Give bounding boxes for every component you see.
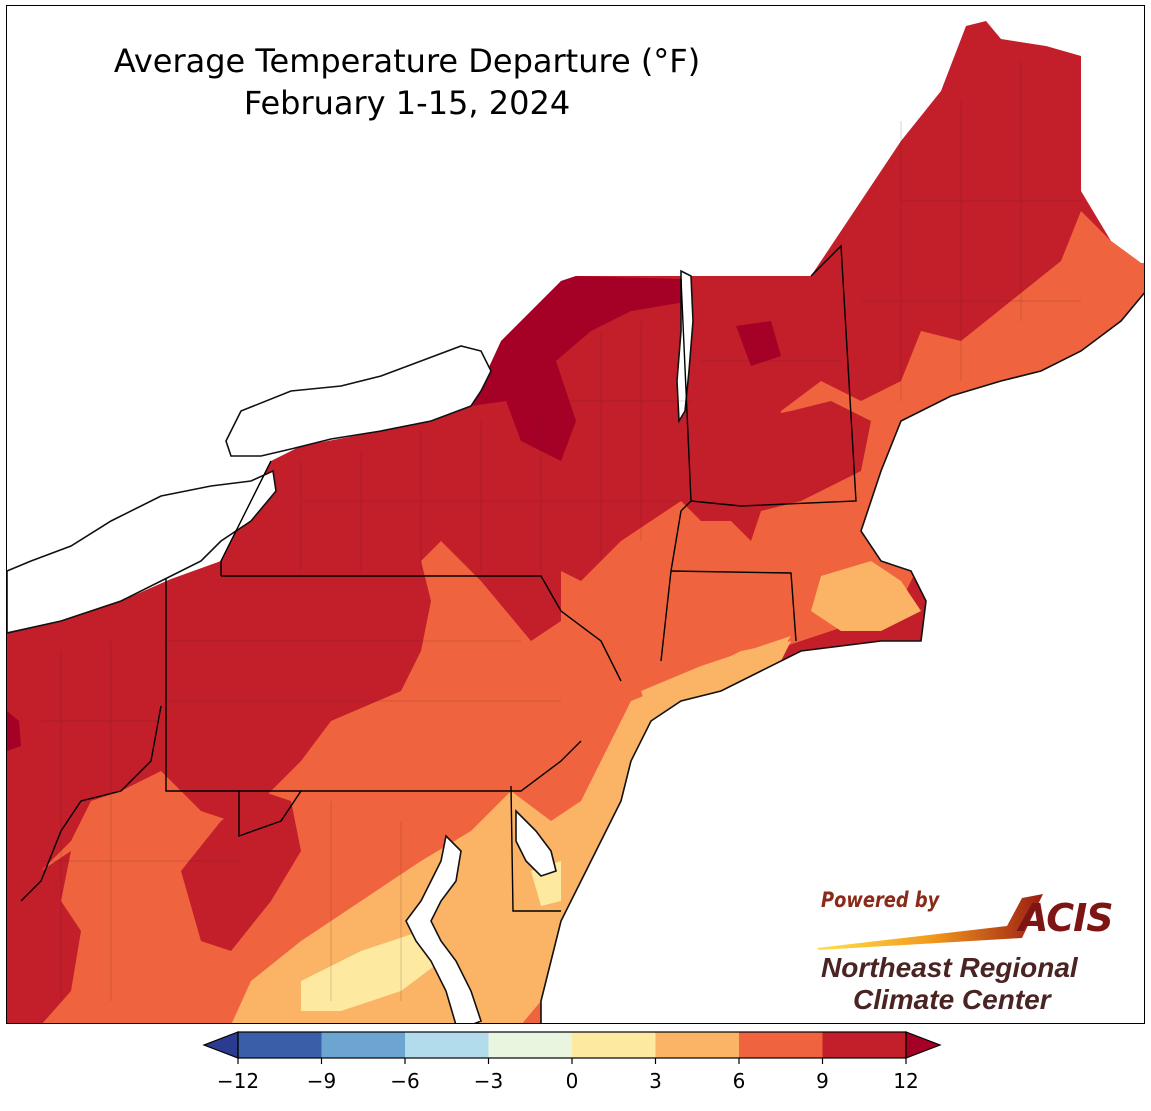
map-title: Average Temperature Departure (°F) Febru… bbox=[7, 40, 807, 124]
org-name-line-2: Climate Center bbox=[853, 984, 1051, 1015]
title-line-1: Average Temperature Departure (°F) bbox=[113, 42, 701, 80]
legend-under-arrow bbox=[202, 1031, 239, 1059]
land-region-9-12-wv bbox=[181, 791, 301, 951]
land-region-3-6-ma bbox=[811, 561, 921, 631]
legend-bin-0 bbox=[238, 1032, 322, 1058]
legend-bin-2 bbox=[405, 1032, 489, 1058]
legend-tick-label: −3 bbox=[474, 1069, 503, 1093]
temperature-map bbox=[7, 21, 1144, 1023]
legend-bin-7 bbox=[822, 1032, 906, 1058]
acis-swoosh-graphic bbox=[817, 894, 1043, 950]
legend-bin-5 bbox=[655, 1032, 739, 1058]
acis-credit-logo: Powered by ACIS Northeast Regional Clima… bbox=[807, 886, 1137, 1016]
land-region-over12-c bbox=[7, 711, 21, 751]
long-island bbox=[641, 636, 791, 706]
delaware-bay bbox=[515, 809, 557, 877]
legend-bin-6 bbox=[739, 1032, 823, 1058]
legend-tick-label: −6 bbox=[390, 1069, 419, 1093]
county-borders bbox=[41, 61, 1081, 1001]
acis-logo-text: ACIS bbox=[1019, 896, 1114, 940]
state-borders bbox=[20, 244, 857, 912]
legend-bin-4 bbox=[572, 1032, 656, 1058]
color-legend: −12 −9 −6 −3 0 3 6 9 12 bbox=[202, 1031, 942, 1093]
atlantic-ocean bbox=[540, 292, 1144, 1023]
legend-tick-label: −12 bbox=[217, 1069, 259, 1093]
chesapeake-bay bbox=[405, 834, 482, 1023]
map-frame: Average Temperature Departure (°F) Febru… bbox=[6, 5, 1145, 1024]
land-region-over12 bbox=[471, 276, 691, 461]
lake-ontario bbox=[225, 345, 492, 457]
legend-over-arrow bbox=[905, 1031, 942, 1059]
legend-tick-label: 12 bbox=[893, 1069, 918, 1093]
legend-tick-label: 6 bbox=[733, 1069, 746, 1093]
title-line-2: February 1-15, 2024 bbox=[243, 84, 571, 122]
land-region-over12-b bbox=[736, 321, 781, 366]
land-region-9-12-sw bbox=[7, 851, 81, 1023]
powered-by-label: Powered by bbox=[821, 888, 940, 912]
legend-tick-label: 9 bbox=[816, 1069, 829, 1093]
legend-bin-1 bbox=[321, 1032, 405, 1058]
land-region-9-12-nh bbox=[741, 401, 871, 511]
legend-tick-label: −9 bbox=[307, 1069, 336, 1093]
legend-tick-label: 0 bbox=[566, 1069, 579, 1093]
legend-tick-label: 3 bbox=[649, 1069, 662, 1093]
land-region-0-3 bbox=[301, 931, 441, 1011]
lake-champlain bbox=[676, 269, 694, 424]
lake-erie bbox=[7, 469, 277, 634]
org-name-line-1: Northeast Regional bbox=[821, 952, 1078, 983]
legend-bin-3 bbox=[488, 1032, 572, 1058]
